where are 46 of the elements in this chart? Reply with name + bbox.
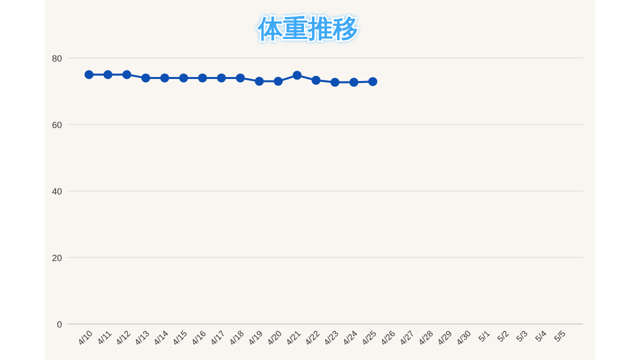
point — [254, 76, 264, 86]
y-tick-label: 60 — [52, 120, 62, 130]
x-tick-label: 5/3 — [514, 328, 530, 344]
x-tick-label: 5/5 — [552, 328, 568, 344]
point — [179, 73, 188, 82]
x-tick-label: 4/23 — [322, 328, 341, 348]
point — [330, 78, 340, 87]
point — [84, 70, 94, 80]
x-tick-label: 4/29 — [435, 328, 454, 348]
point — [103, 70, 112, 80]
point — [236, 73, 245, 82]
x-tick-label: 5/1 — [476, 328, 492, 344]
point — [292, 70, 302, 80]
y-tick-label: 80 — [52, 54, 62, 64]
x-tick-label: 4/10 — [76, 328, 95, 348]
point — [160, 73, 170, 82]
point — [122, 70, 132, 80]
x-tick-label: 4/11 — [95, 328, 114, 347]
x-tick-label: 4/18 — [227, 328, 246, 348]
x-tick-label: 4/14 — [151, 328, 170, 348]
x-tick-label: 4/13 — [132, 328, 152, 348]
x-tick-label: 5/4 — [533, 328, 549, 344]
x-tick-label: 4/20 — [264, 328, 284, 348]
x-tick-label: 4/30 — [454, 328, 474, 348]
point — [368, 77, 378, 86]
x-tick-label: 4/12 — [113, 328, 132, 348]
y-tick-label: 0 — [56, 320, 62, 330]
x-tick-label: 4/21 — [284, 328, 303, 348]
point — [216, 73, 226, 82]
x-tick-label: 4/28 — [416, 328, 436, 348]
x-tick-label: 4/24 — [340, 328, 360, 348]
x-tick-label: 4/22 — [302, 328, 322, 348]
x-tick-label: 4/15 — [170, 328, 190, 348]
x-tick-label: 4/19 — [246, 328, 265, 348]
chart-title: 体重推移 — [257, 15, 358, 43]
point — [312, 76, 321, 85]
y-tick-label: 20 — [52, 253, 62, 263]
x-tick-label: 4/16 — [189, 328, 208, 348]
point — [274, 76, 283, 86]
point — [349, 78, 358, 87]
point — [198, 73, 208, 82]
y-tick-label: 40 — [52, 186, 62, 196]
x-tick-label: 4/26 — [378, 328, 398, 348]
x-tick-label: 4/25 — [359, 328, 378, 348]
point — [141, 73, 150, 82]
x-tick-label: 5/2 — [495, 328, 511, 344]
